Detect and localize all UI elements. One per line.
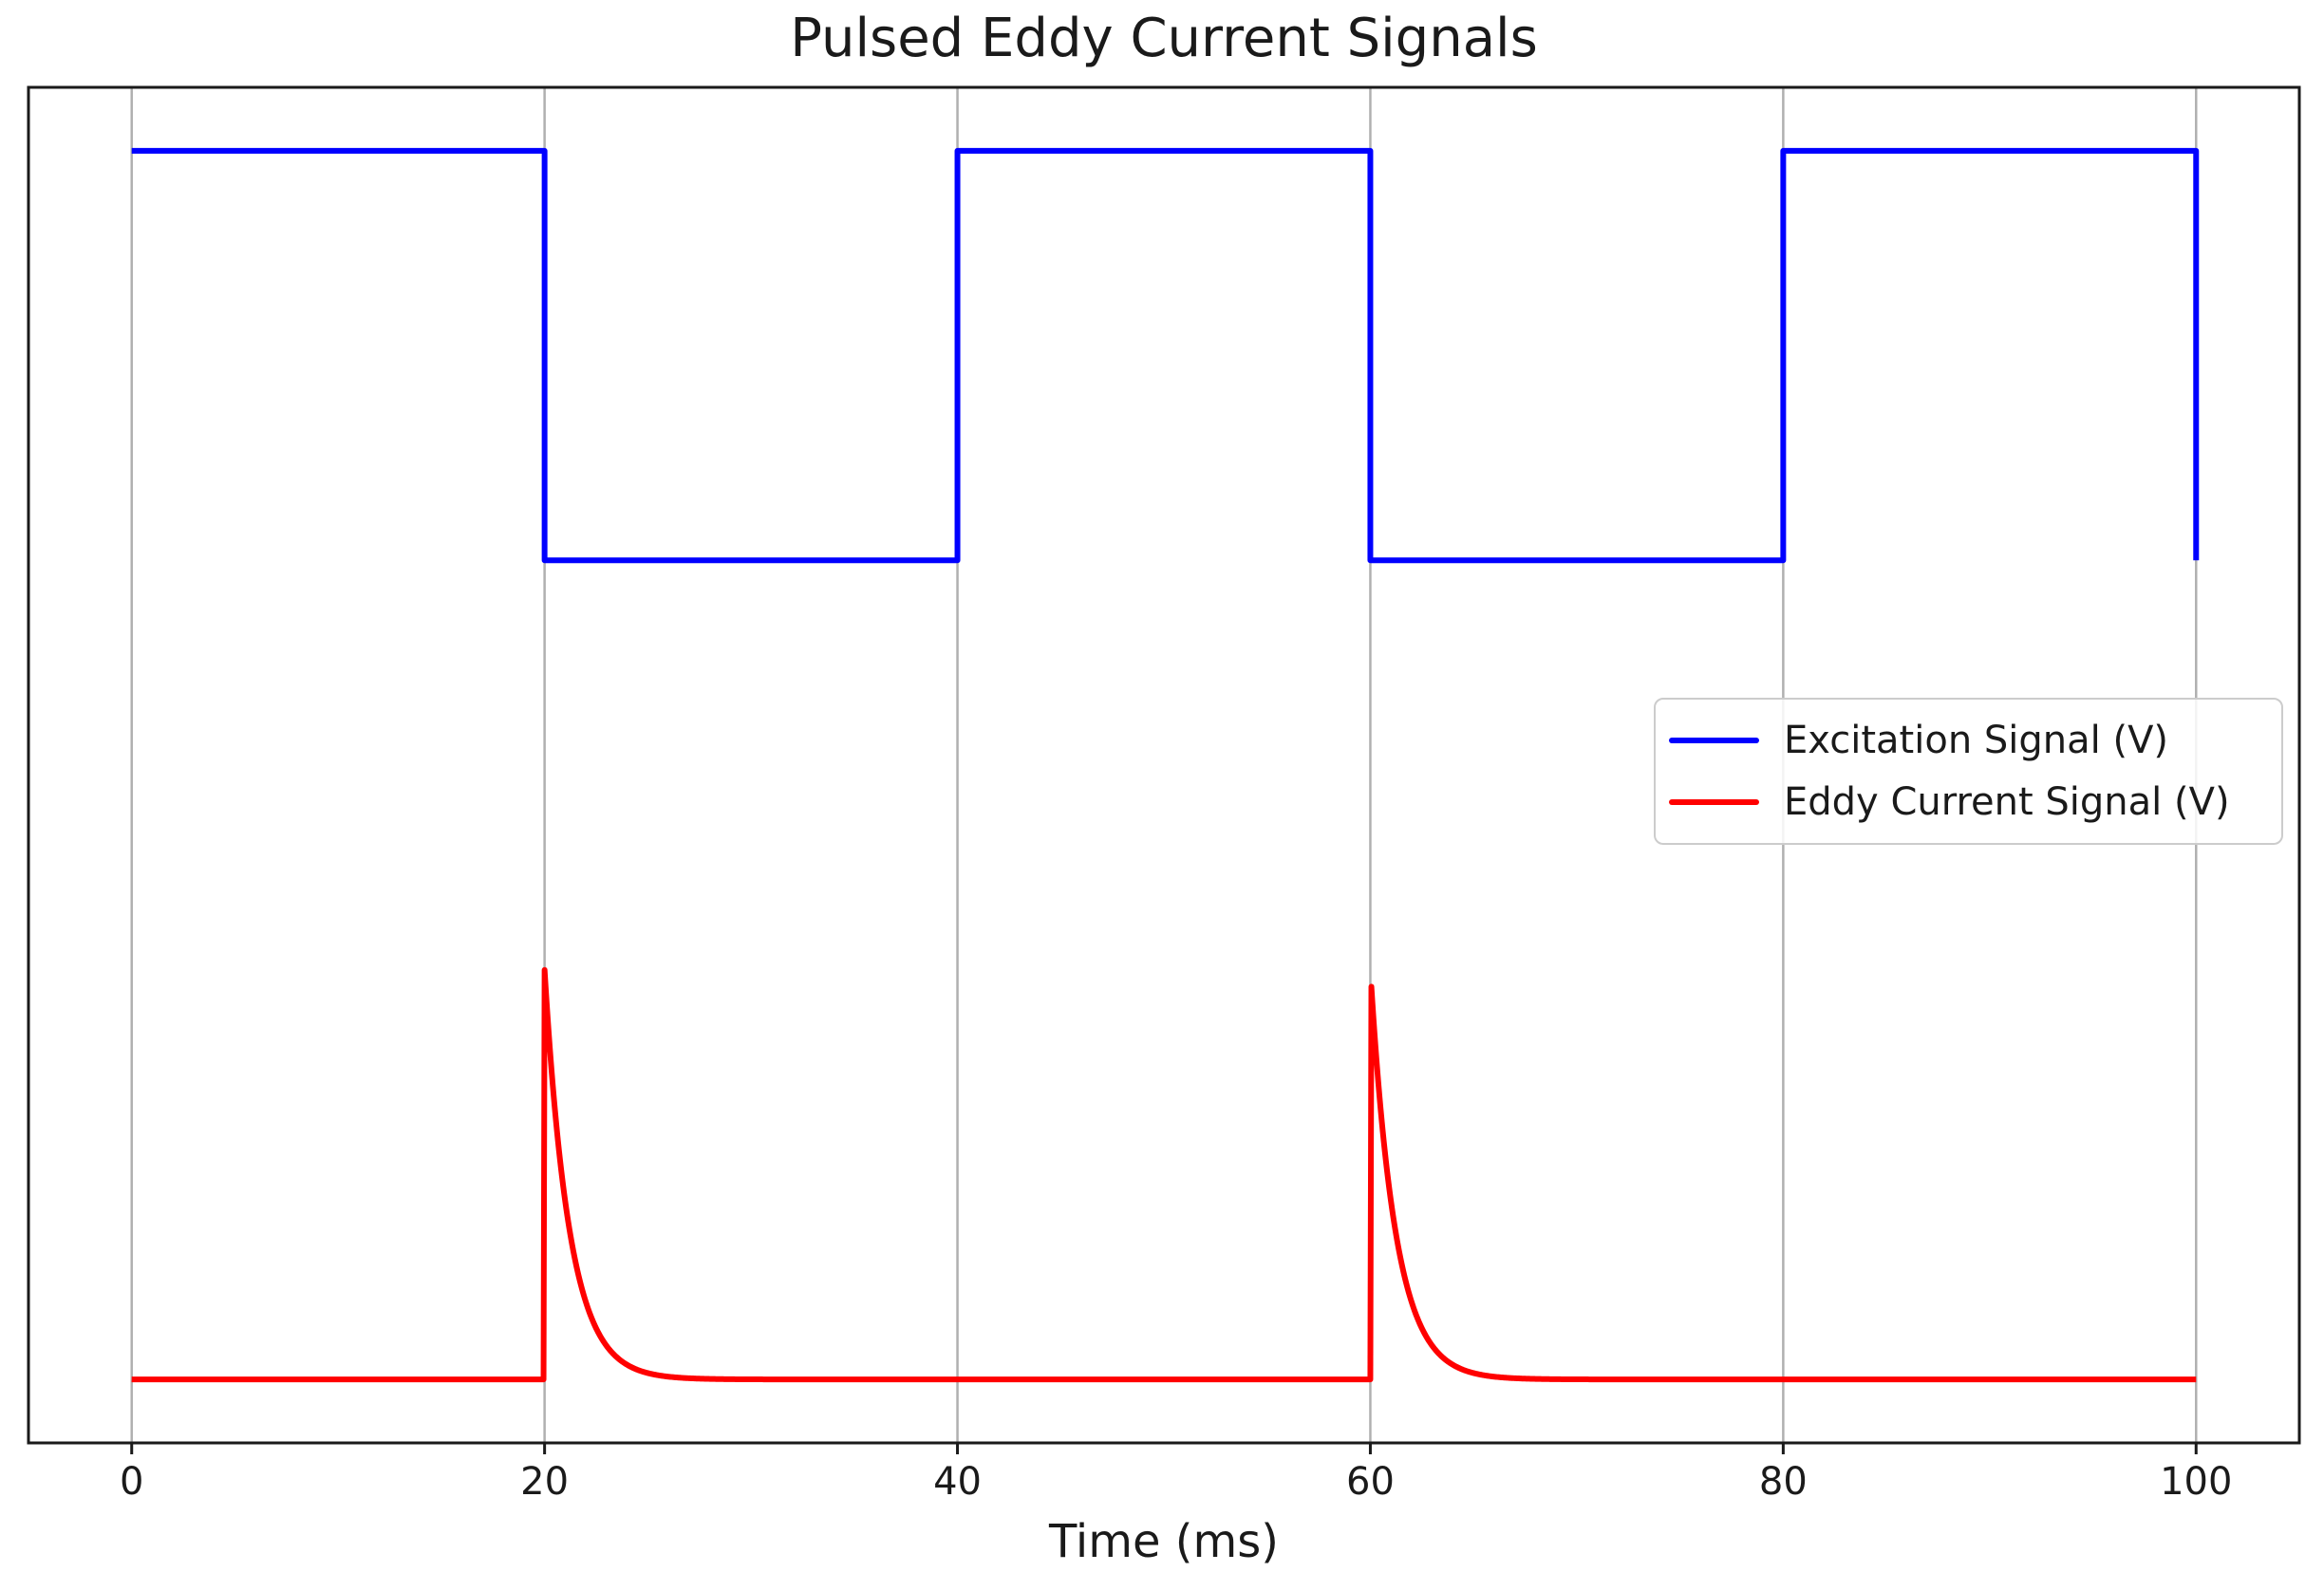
- legend: Excitation Signal (V) Eddy Current Signa…: [1654, 698, 2283, 845]
- x-tick-label-60: 60: [1346, 1460, 1395, 1504]
- axes-frame: [27, 85, 2301, 1445]
- x-tick-label-80: 80: [1758, 1460, 1808, 1504]
- excitation-signal-line: [131, 147, 2200, 564]
- x-axis-title: Time (ms): [1049, 1515, 1279, 1568]
- x-tick-label-40: 40: [933, 1460, 982, 1504]
- x-tick-label-100: 100: [2160, 1460, 2233, 1504]
- x-tick-label-0: 0: [119, 1460, 144, 1504]
- x-tick-label-20: 20: [520, 1460, 570, 1504]
- excitation-line-swatch: [1669, 738, 1759, 743]
- eddy-line-swatch: [1669, 799, 1759, 805]
- eddy-current-signal-line: [128, 966, 2199, 1383]
- chart-title: Pulsed Eddy Current Signals: [790, 8, 1538, 69]
- legend-entry-excitation: Excitation Signal (V): [1669, 720, 2281, 761]
- legend-label-excitation: Excitation Signal (V): [1784, 719, 2169, 762]
- legend-entry-eddy: Eddy Current Signal (V): [1669, 781, 2281, 823]
- legend-label-eddy: Eddy Current Signal (V): [1784, 780, 2230, 824]
